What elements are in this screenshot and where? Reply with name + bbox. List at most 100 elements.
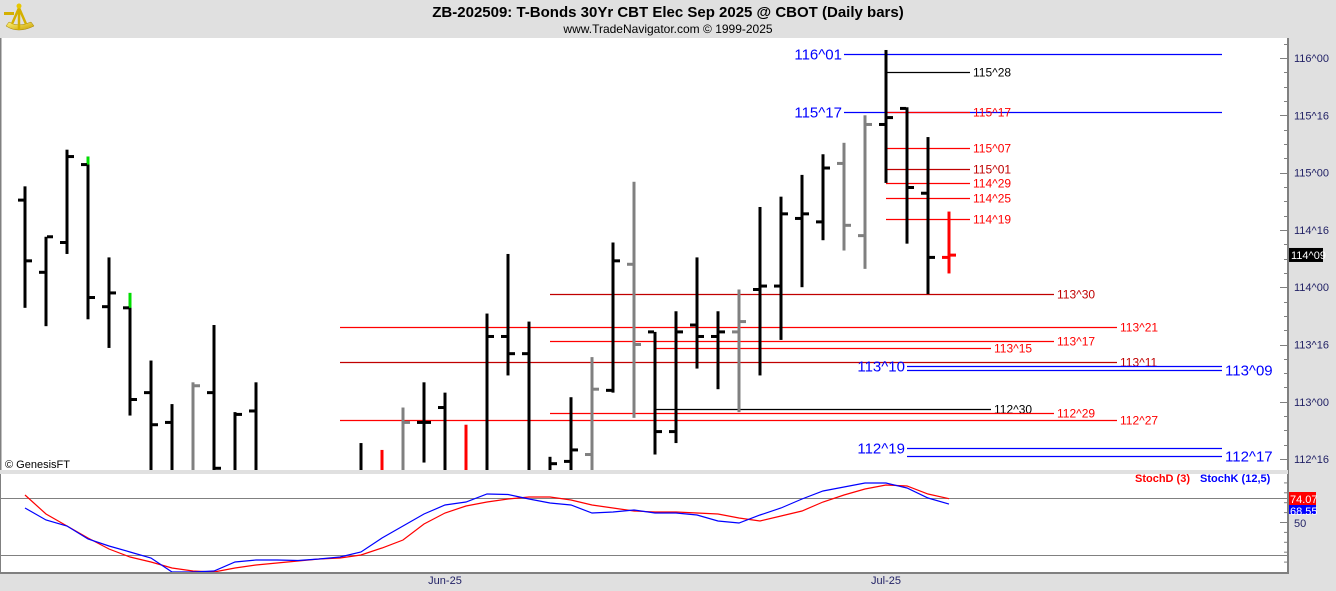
bar-range: [212, 325, 216, 470]
chart-title: ZB-202509: T-Bonds 30Yr CBT Elec Sep 202…: [432, 4, 903, 21]
bar-range: [569, 397, 573, 470]
bottom-border: [0, 572, 1289, 574]
ohlc-bar: [816, 154, 830, 241]
bar-range: [443, 392, 447, 470]
bar-close-tick: [236, 412, 242, 416]
bar-close-tick: [572, 448, 578, 452]
bar-open-tick: [522, 352, 528, 356]
bar-open-tick: [837, 161, 843, 165]
ohlc-bar: [165, 404, 174, 470]
bar-close-tick: [719, 330, 725, 334]
bar-range: [695, 257, 699, 369]
bar-close-tick: [593, 387, 599, 391]
level-label: 112^19: [857, 441, 905, 458]
level-label: 115^28: [973, 66, 1011, 80]
bar-range: [905, 107, 909, 244]
header-bar: [0, 0, 1336, 38]
level-label: 115^17: [794, 105, 842, 122]
axis-label: 114^00: [1294, 282, 1329, 294]
bar-close-tick: [26, 259, 32, 263]
bar-close-tick: [47, 235, 53, 239]
sextant-logo: [4, 3, 35, 31]
axis-label: 112^16: [1294, 454, 1329, 466]
bar-close-tick: [866, 122, 872, 126]
level-label: 113^11: [1120, 356, 1158, 370]
bar-close-tick: [803, 212, 809, 216]
ohlc-bar: [207, 325, 221, 470]
bar-close-tick: [740, 320, 746, 324]
bar-close-tick: [404, 420, 410, 424]
ohlc-bar: [60, 149, 74, 254]
bar-range: [191, 382, 195, 470]
bar-open-tick: [207, 391, 213, 395]
bar-open-tick: [942, 255, 948, 259]
price-bars: [18, 49, 956, 470]
bar-range: [23, 186, 27, 308]
ohlc-bar: [359, 443, 363, 470]
bar-open-tick: [690, 323, 696, 327]
bar-range: [548, 456, 552, 470]
copyright-genesis: © GenesisFT: [5, 459, 70, 471]
last-price-label: 114^09: [1291, 250, 1326, 262]
bar-open-tick: [753, 287, 759, 291]
bar-range: [842, 142, 846, 251]
bar-close-tick: [656, 430, 662, 434]
bar-open-tick: [900, 106, 906, 110]
ohlc-bar: [627, 181, 641, 418]
ohlc-bar: [732, 289, 746, 413]
bar-close-tick: [761, 284, 767, 288]
ohlc-bar: [401, 407, 410, 470]
bar-open-tick: [81, 163, 87, 167]
bar-range: [254, 382, 258, 470]
bar-open-tick: [564, 459, 570, 463]
ohlc-bar: [417, 382, 431, 463]
legend-stochd: StochD (3): [1135, 473, 1190, 485]
ohlc-bar: [81, 156, 95, 320]
bar-range: [632, 181, 636, 418]
legend-stochk: StochK (12,5): [1200, 473, 1271, 485]
level-label: 113^17: [1057, 335, 1095, 349]
axis-label: 113^00: [1294, 397, 1329, 409]
bar-highlight: [86, 156, 90, 165]
level-label: 112^17: [1225, 449, 1273, 466]
bar-range: [380, 449, 384, 470]
ohlc-bar: [795, 174, 809, 288]
bar-range: [779, 196, 783, 340]
bar-open-tick: [417, 420, 423, 424]
bar-range: [107, 257, 111, 348]
bar-open-tick: [144, 391, 150, 395]
bar-range: [947, 211, 951, 274]
bar-close-tick: [509, 352, 515, 356]
date-label: Jun-25: [428, 575, 462, 587]
bar-close-tick: [887, 116, 893, 120]
ohlc-bar: [837, 142, 851, 251]
bar-range: [926, 137, 930, 295]
level-label: 115^07: [973, 142, 1011, 156]
bar-close-tick: [908, 185, 914, 189]
bar-close-tick: [131, 398, 137, 402]
ohlc-bar: [438, 392, 447, 470]
price-axis-ticks: 116^00 115^16 115^00 114^16 114^00 113^16 113^…: [1280, 44, 1329, 466]
bar-range: [674, 311, 678, 444]
bar-close-tick: [929, 255, 935, 259]
level-label: 112^30: [994, 403, 1032, 417]
left-border: [0, 38, 2, 573]
level-label: 112^27: [1120, 414, 1158, 428]
bar-range: [233, 412, 237, 470]
bar-range: [422, 382, 426, 463]
ohlc-bar: [144, 360, 158, 470]
bar-close-tick: [68, 155, 74, 159]
ohlc-bar: [942, 211, 956, 274]
axis-label: 113^16: [1294, 340, 1329, 352]
ohlc-bar: [921, 137, 935, 295]
level-label: 113^10: [857, 359, 905, 376]
bar-close-tick: [950, 253, 956, 257]
bar-range: [737, 289, 741, 413]
level-label: 114^25: [973, 192, 1011, 206]
level-label: 113^21: [1120, 321, 1158, 335]
ohlc-bar: [249, 382, 258, 470]
bar-range: [653, 331, 657, 455]
stochd-last-label: 74.07: [1290, 494, 1318, 506]
bar-range: [758, 206, 762, 376]
level-label: 113^15: [994, 342, 1032, 356]
